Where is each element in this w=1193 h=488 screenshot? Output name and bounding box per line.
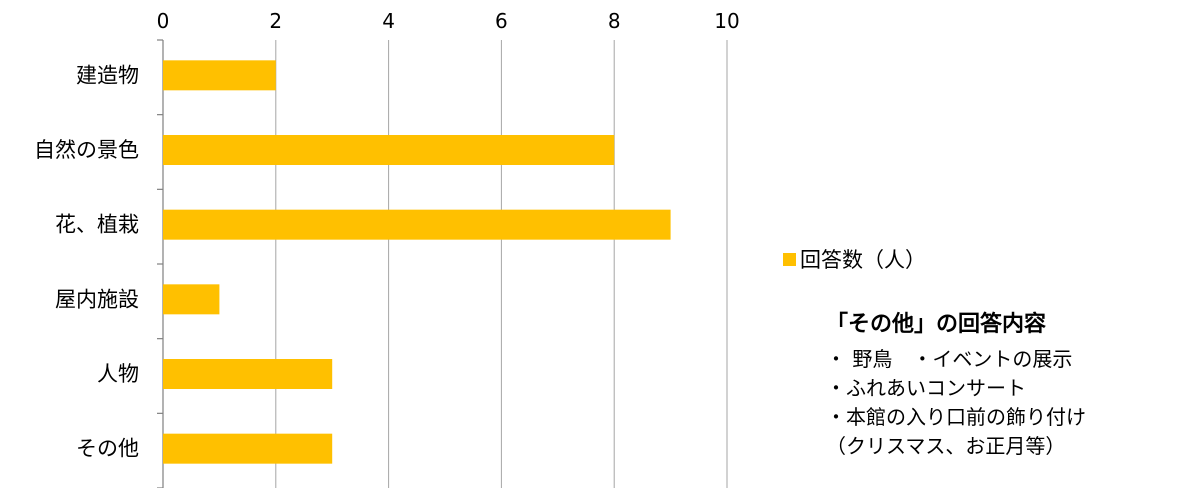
legend: 回答数（人）: [783, 244, 926, 274]
bar: [163, 60, 276, 91]
legend-label: 回答数（人）: [800, 248, 926, 272]
category-label: その他: [76, 437, 139, 461]
gridlines: [275, 40, 728, 488]
bars: [163, 60, 671, 464]
note-line: ・ふれあいコンサート: [826, 376, 1026, 400]
note-title: 「その他」の回答内容: [826, 312, 1047, 337]
legend-swatch: [783, 252, 796, 266]
category-label: 屋内施設: [55, 287, 139, 311]
x-tick-label: 10: [714, 9, 739, 33]
category-label: 花、植栽: [55, 213, 139, 237]
x-tick-label: 8: [608, 9, 621, 33]
bar: [163, 284, 220, 315]
other-answers-note: 「その他」の回答内容 ・ 野鳥 ・イベントの展示 ・ふれあいコンサート ・本館の…: [826, 310, 1086, 461]
bar: [163, 359, 333, 389]
category-label: 人物: [97, 362, 139, 386]
note-line: （クリスマス、お正月等）: [826, 434, 1066, 458]
note-line: ・本館の入り口前の飾り付け: [826, 405, 1086, 429]
bar: [163, 135, 615, 165]
x-tick-labels: 0 2 4 6 8 10: [157, 9, 740, 33]
category-axis: [157, 39, 164, 488]
category-label: 自然の景色: [34, 138, 139, 162]
x-tick-label: 2: [269, 9, 282, 33]
bar: [163, 209, 671, 240]
x-tick-label: 4: [382, 9, 395, 33]
category-label: 建造物: [76, 63, 139, 87]
bar: [163, 433, 333, 464]
x-tick-label: 0: [157, 9, 170, 33]
note-line: ・ 野鳥 ・イベントの展示: [826, 347, 1073, 371]
x-tick-label: 6: [495, 9, 508, 33]
